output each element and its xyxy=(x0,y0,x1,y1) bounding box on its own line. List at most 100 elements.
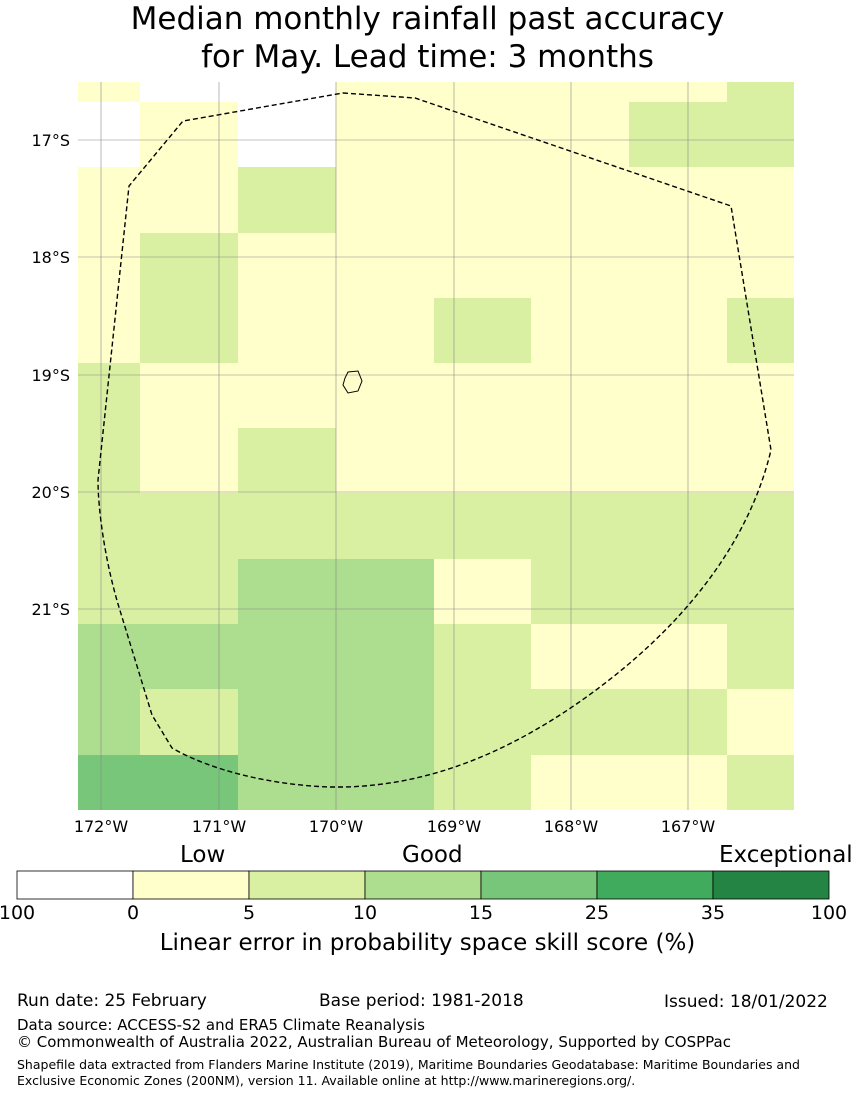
grid-cell xyxy=(78,82,140,102)
grid-cell xyxy=(629,102,727,167)
grid-cell xyxy=(78,363,140,428)
grid-cell xyxy=(140,298,238,363)
grid-cell xyxy=(238,493,336,559)
grid-cell xyxy=(78,689,140,755)
grid-cell xyxy=(727,624,794,689)
copyright: © Commonwealth of Australia 2022, Austra… xyxy=(17,1033,731,1051)
colorbar-segment xyxy=(712,870,830,900)
grid-cell xyxy=(531,493,629,559)
grid-cell xyxy=(629,624,727,689)
colorbar-label: Linear error in probability space skill … xyxy=(159,930,696,956)
grid-cell xyxy=(140,428,238,493)
grid-cell xyxy=(727,167,794,233)
colorbar-segment xyxy=(248,870,366,900)
grid-cell xyxy=(336,493,434,559)
data-source: Data source: ACCESS-S2 and ERA5 Climate … xyxy=(17,1016,425,1034)
grid-cells xyxy=(78,82,794,810)
grid-cell xyxy=(434,755,531,810)
grid-cell xyxy=(238,689,336,755)
grid-cell xyxy=(629,493,727,559)
grid-cell xyxy=(238,82,336,102)
grid-cell xyxy=(531,102,629,167)
longitude-label: 169°W xyxy=(427,817,482,836)
grid-cell xyxy=(434,689,531,755)
grid-cell xyxy=(629,559,727,624)
grid-cell xyxy=(727,363,794,428)
colorbar-tick-label: 100 xyxy=(0,902,36,924)
grid-cell xyxy=(727,755,794,810)
grid-cell xyxy=(434,82,531,102)
grid-cell xyxy=(78,755,140,810)
grid-cell xyxy=(531,689,629,755)
colorbar-tick-label: 0 xyxy=(126,902,140,924)
title-line-2: for May. Lead time: 3 months xyxy=(201,39,654,75)
grid-cell xyxy=(531,624,629,689)
longitude-label: 170°W xyxy=(309,817,364,836)
grid-cell xyxy=(238,167,336,233)
grid-cell xyxy=(78,298,140,363)
grid-cell xyxy=(336,298,434,363)
grid-cell xyxy=(727,82,794,102)
grid-cell xyxy=(434,493,531,559)
longitude-labels: 172°W 171°W 170°W 169°W 168°W 167°W xyxy=(74,817,716,836)
colorbar-segment xyxy=(132,870,250,900)
grid-cell xyxy=(78,559,140,624)
grid-cell xyxy=(727,689,794,755)
grid-cell xyxy=(531,233,629,298)
colorbar-segment xyxy=(480,870,598,900)
grid-cell xyxy=(727,493,794,559)
grid-cell xyxy=(336,689,434,755)
grid-cell xyxy=(629,82,727,102)
grid-cell xyxy=(629,298,727,363)
latitude-labels: 17°S 18°S 19°S 20°S 21°S xyxy=(31,131,70,619)
grid-cell xyxy=(434,428,531,493)
grid-cell xyxy=(238,755,336,810)
latitude-label: 20°S xyxy=(31,483,70,502)
latitude-label: 21°S xyxy=(31,600,70,619)
grid-cell xyxy=(238,233,336,298)
grid-cell xyxy=(727,298,794,363)
base-period: Base period: 1981-2018 xyxy=(319,991,524,1011)
grid-cell xyxy=(238,624,336,689)
grid-cell xyxy=(629,167,727,233)
colorbar-tick-label: 10 xyxy=(352,902,378,924)
grid-cell xyxy=(140,559,238,624)
colorbar-tick-label: 25 xyxy=(584,902,610,924)
grid-cell xyxy=(434,233,531,298)
colorbar-tick-label: 15 xyxy=(468,902,494,924)
grid-cell xyxy=(531,363,629,428)
grid-cell xyxy=(140,82,238,102)
grid-cell xyxy=(336,428,434,493)
grid-cell xyxy=(140,167,238,233)
grid-cell xyxy=(727,559,794,624)
grid-cell xyxy=(140,624,238,689)
grid-cell xyxy=(629,363,727,428)
grid-cell xyxy=(434,298,531,363)
grid-cell xyxy=(238,428,336,493)
grid-cell xyxy=(629,689,727,755)
grid-cell xyxy=(727,102,794,167)
island-outline xyxy=(342,370,363,394)
grid-cell xyxy=(434,363,531,428)
longitude-label: 171°W xyxy=(192,817,247,836)
grid-cell xyxy=(140,689,238,755)
grid-cell xyxy=(531,298,629,363)
grid-cell xyxy=(78,624,140,689)
category-good: Good xyxy=(402,842,463,868)
grid-cell xyxy=(238,363,336,428)
shapefile-credit: Shapefile data extracted from Flanders M… xyxy=(17,1057,800,1088)
longitude-label: 167°W xyxy=(661,817,716,836)
colorbar-tick-label: 5 xyxy=(242,902,256,924)
grid-cell xyxy=(238,102,336,167)
grid-cell xyxy=(434,167,531,233)
grid-cell xyxy=(434,624,531,689)
grid-cell xyxy=(434,559,531,624)
colorbar-segment xyxy=(596,870,714,900)
grid-cell xyxy=(531,559,629,624)
grid-cell xyxy=(238,298,336,363)
grid-cell xyxy=(727,428,794,493)
grid-cell xyxy=(336,755,434,810)
grid-cell xyxy=(531,82,629,102)
grid-cell xyxy=(140,363,238,428)
colorbar-segment xyxy=(16,870,134,900)
